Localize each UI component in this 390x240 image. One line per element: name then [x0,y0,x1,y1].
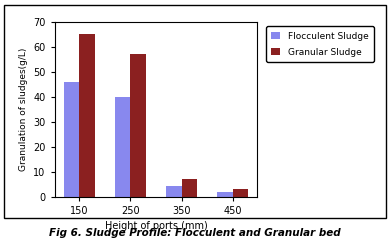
Bar [115,97,130,197]
Text: Fig 6. Sludge Profile: Flocculent and Granular bed: Fig 6. Sludge Profile: Flocculent and Gr… [49,228,341,238]
Legend: Flocculent Sludge, Granular Sludge: Flocculent Sludge, Granular Sludge [266,26,374,62]
Bar [130,54,146,197]
Y-axis label: Granulation of sludges(g/L): Granulation of sludges(g/L) [19,48,28,171]
Bar [182,179,197,197]
Bar [233,189,248,197]
Bar [218,192,233,197]
Bar [64,82,79,197]
Bar [166,186,182,197]
X-axis label: Height of ports (mm): Height of ports (mm) [105,221,207,231]
Bar [79,34,94,197]
